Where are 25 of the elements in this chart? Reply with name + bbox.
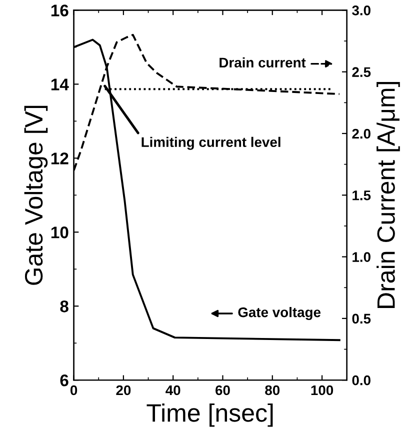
y2-tick-label: 1.0 <box>352 252 370 262</box>
y-axis-title: Gate Voltage [V] <box>24 106 48 285</box>
y-tick-label: 6 <box>60 374 68 386</box>
x-tick-label: 100 <box>311 385 334 396</box>
y2-tick-label: 1.5 <box>352 190 371 200</box>
y-tick-label: 14 <box>51 78 69 90</box>
y2-tick-label: 2.0 <box>352 128 370 139</box>
annotation: Limiting current level <box>142 136 280 150</box>
x-tick-label: 40 <box>166 385 180 396</box>
y2-tick-label: 3.0 <box>352 6 370 16</box>
x-tick-label: 80 <box>265 385 280 396</box>
legend-label: Gate voltage <box>238 307 321 320</box>
x-tick-label: 60 <box>216 385 230 396</box>
y-tick-label: 10 <box>51 226 68 238</box>
y2-axis-title: Drain Current [A/μm] <box>376 82 400 308</box>
y-tick-label: 8 <box>60 300 68 312</box>
x-axis-title: Time [nsec] <box>146 403 273 427</box>
x-tick-label: 0 <box>70 385 78 396</box>
y2-tick-label: 0.0 <box>352 375 370 386</box>
y-tick-label: 12 <box>51 152 68 164</box>
x-tick-label: 20 <box>116 385 131 396</box>
y-tick-label: 16 <box>51 4 68 16</box>
legend-label: Drain current <box>220 57 306 68</box>
y2-tick-label: 2.5 <box>352 67 371 78</box>
y2-tick-label: 0.5 <box>352 314 371 324</box>
